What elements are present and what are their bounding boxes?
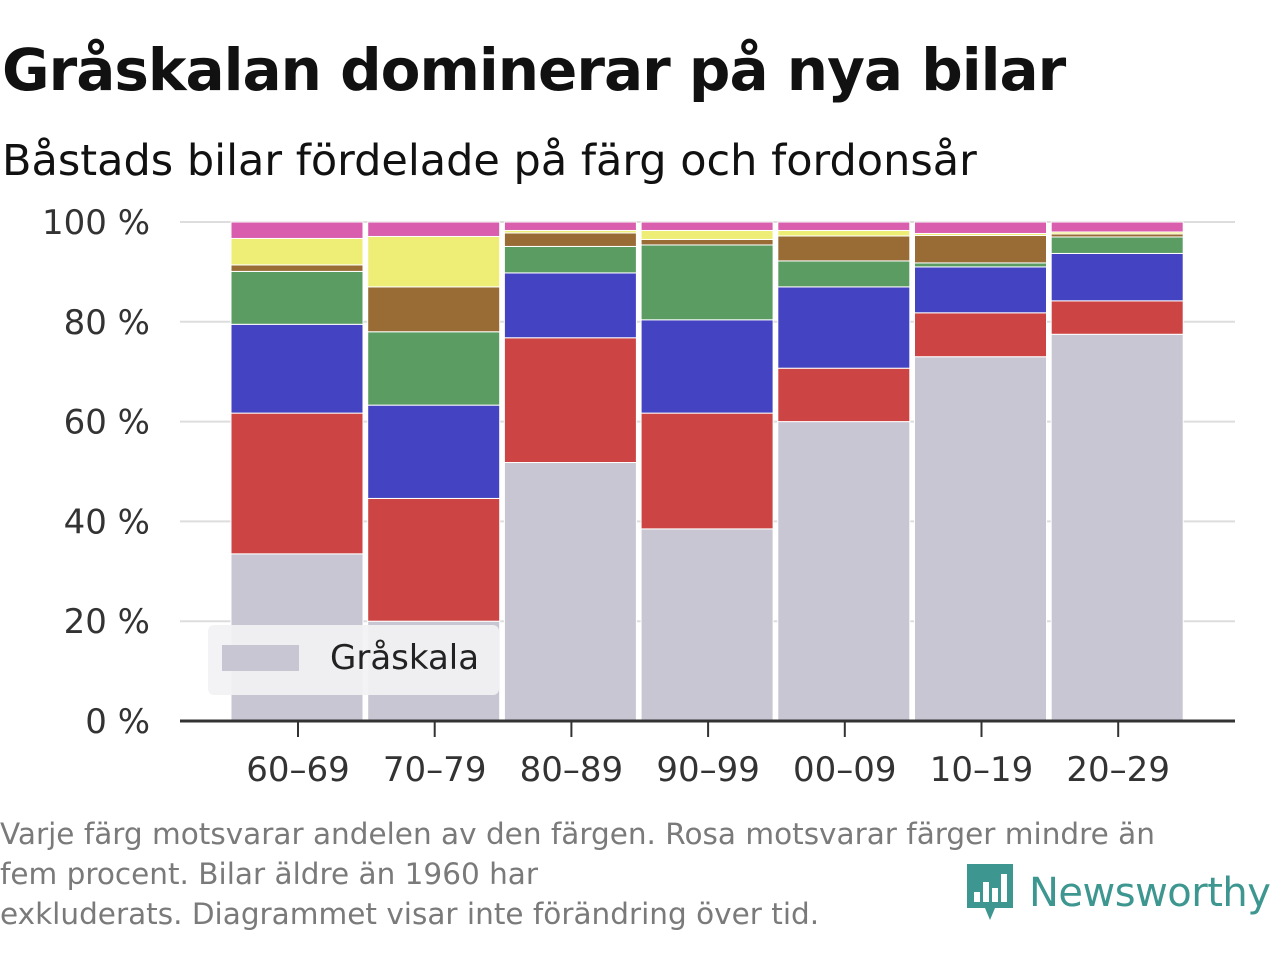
bar-segment [777, 421, 911, 722]
bar-segment [914, 266, 1047, 314]
chart-title: Gråskalan dominerar på nya bilar [2, 36, 1066, 104]
footnote-line: exkluderats. Diagrammet visar inte förän… [0, 897, 820, 931]
brand-name: Newsworthy [1029, 870, 1271, 916]
chart-subtitle: Båstads bilar fördelade på färg och ford… [2, 136, 977, 186]
bar-segment [503, 232, 637, 247]
bar-segment [640, 244, 774, 321]
bar-segment [503, 221, 637, 231]
bar-segment [914, 234, 1047, 264]
bar-segment [367, 331, 501, 406]
footnote-line: Varje färg motsvarar andelen av den färg… [0, 817, 1155, 851]
footnote: Varje färg motsvarar andelen av den färg… [0, 814, 1265, 934]
bar-segment [640, 238, 774, 246]
bar-segment [230, 264, 364, 272]
legend-swatch [222, 645, 299, 671]
bar-segment [640, 221, 774, 231]
bar-segment [1050, 333, 1184, 722]
bar-segment [1050, 236, 1184, 254]
bar-segment [777, 235, 911, 262]
bar-segment [777, 260, 911, 288]
x-tick-label: 80–89 [520, 750, 624, 790]
bar-segment [1050, 252, 1184, 302]
legend-label: Gråskala [330, 638, 479, 678]
bar-segment [777, 286, 911, 369]
bar-segment [914, 221, 1047, 234]
y-tick-label: 80 % [64, 303, 150, 343]
bar-segment [640, 412, 774, 530]
bar-segment [503, 462, 637, 722]
bar-segment [230, 221, 364, 239]
x-tick-label: 90–99 [656, 750, 760, 790]
bar-segment [640, 229, 774, 240]
bar-segment [230, 323, 364, 414]
y-tick-label: 60 % [64, 403, 150, 443]
bar-segment [367, 497, 501, 622]
x-tick-label: 20–29 [1066, 750, 1170, 790]
y-tick-label: 0 % [85, 702, 150, 742]
bar-segment [1050, 300, 1184, 335]
bar-segment [367, 286, 501, 333]
y-tick-label: 40 % [64, 502, 150, 542]
y-tick-label: 100 % [42, 203, 150, 243]
bar-segment [503, 337, 637, 464]
bar-segment [230, 237, 364, 266]
bar-segment [777, 221, 911, 231]
y-tick-label: 20 % [64, 602, 150, 642]
x-tick-label: 10–19 [930, 750, 1034, 790]
bar-segment [914, 356, 1047, 722]
footnote-line: fem procent. Bilar äldre än 1960 har [0, 857, 539, 891]
bar-segment [503, 272, 637, 339]
x-tick-label: 60–69 [246, 750, 350, 790]
bar-segment [777, 367, 911, 423]
x-tick-label: 70–79 [383, 750, 487, 790]
bar-segment [640, 319, 774, 414]
bar-segment [777, 229, 911, 237]
legend-box [208, 625, 499, 695]
bar-segment [230, 412, 364, 555]
bar-segment [367, 404, 501, 499]
stacked-bar-chart: 0 % 20 % 40 % 60 % 80 % 100 % 60–69 70–79 80–89 9… [42, 203, 1235, 790]
bar-segment [640, 528, 774, 722]
bar-chart-logo-icon [967, 864, 1013, 920]
x-tick-label: 00–09 [793, 750, 897, 790]
bar-segment [914, 312, 1047, 358]
bar-segment [914, 262, 1047, 268]
bar-segment [503, 245, 637, 274]
bar-segment [230, 270, 364, 325]
bar-segment [367, 235, 501, 288]
brand-logo: Newsworthy [965, 862, 1271, 924]
bar-segment [367, 221, 501, 237]
bar-segment [1050, 221, 1184, 233]
